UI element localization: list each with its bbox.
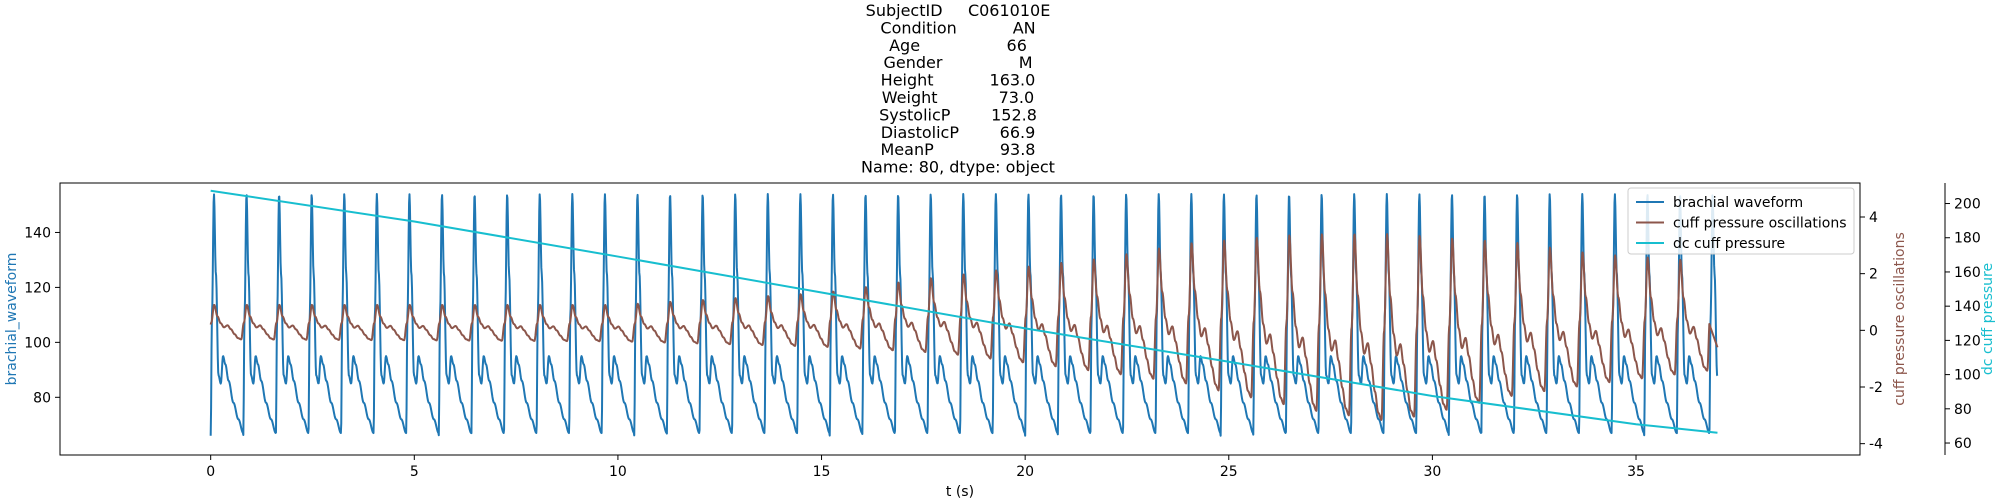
legend-entry: brachial waveform xyxy=(1673,195,1803,211)
right-tick-label: -2 xyxy=(1869,380,1883,396)
legend: brachial waveform cuff pressure oscillati… xyxy=(1627,187,1855,255)
plot-frame xyxy=(59,182,1861,456)
dc-cuff-tick-label: 80 xyxy=(1954,402,1972,418)
dc-cuff-tick-label: 200 xyxy=(1954,197,1981,213)
left-axis-label: brachial_waveform xyxy=(4,253,20,386)
dc-cuff-tick-label: 60 xyxy=(1954,436,1972,452)
x-axis-ticks: 0 5 10 15 20 25 30 35 xyxy=(206,455,1645,480)
series-line-dc-cuff-pressure xyxy=(210,189,1718,434)
title-line: Weight 73.0 xyxy=(882,88,1034,107)
title-line: SystolicP 152.8 xyxy=(879,105,1037,124)
dc-cuff-axis-label: dc cuff pressure xyxy=(1980,263,1996,375)
title-line: DiastolicP 66.9 xyxy=(881,123,1036,142)
left-tick-label: 140 xyxy=(24,225,51,241)
title-line: Height 163.0 xyxy=(881,71,1036,90)
left-tick-label: 80 xyxy=(33,390,51,406)
left-axis-ticks: 80 100 120 140 xyxy=(24,225,60,406)
dc-cuff-tick-label: 140 xyxy=(1954,299,1981,315)
right-axis-ticks: -4 -2 0 2 4 xyxy=(1860,210,1883,453)
x-tick-label: 25 xyxy=(1220,464,1238,480)
title-line: Gender M xyxy=(883,53,1032,72)
series-line-cuff-pressure-oscillations xyxy=(209,233,1719,421)
left-tick-label: 120 xyxy=(24,280,51,296)
left-tick-label: 100 xyxy=(24,335,51,351)
right-tick-label: -4 xyxy=(1869,437,1883,453)
dc-cuff-tick-label: 180 xyxy=(1954,231,1981,247)
right-tick-label: 2 xyxy=(1869,267,1878,283)
x-tick-label: 5 xyxy=(410,464,419,480)
right-tick-label: 0 xyxy=(1869,323,1878,339)
title-line: Age 66 xyxy=(889,36,1027,55)
title-line: SubjectID C061010E xyxy=(866,1,1051,20)
x-axis-label: t (s) xyxy=(946,484,974,500)
right-axis-label: cuff pressure oscillations xyxy=(1892,232,1908,406)
right-tick-label: 4 xyxy=(1869,210,1878,226)
series-line-brachial-waveform xyxy=(209,192,1719,437)
dc-cuff-tick-label: 160 xyxy=(1954,265,1981,281)
title-line: MeanP 93.8 xyxy=(881,140,1036,159)
title-line: Name: 80, dtype: object xyxy=(861,158,1055,177)
x-tick-label: 30 xyxy=(1423,464,1441,480)
x-tick-label: 0 xyxy=(206,464,215,480)
x-tick-label: 10 xyxy=(609,464,627,480)
x-tick-label: 35 xyxy=(1627,464,1645,480)
x-tick-label: 20 xyxy=(1016,464,1034,480)
dc-cuff-tick-label: 120 xyxy=(1954,333,1981,349)
dc-cuff-tick-label: 100 xyxy=(1954,368,1981,384)
x-tick-label: 15 xyxy=(813,464,831,480)
legend-box xyxy=(1627,187,1855,255)
series-layer xyxy=(209,189,1719,437)
dc-cuff-axis: 60 80 100 120 140 160 180 200 xyxy=(1944,183,1981,455)
legend-entry: dc cuff pressure xyxy=(1673,236,1785,252)
title-line: Condition AN xyxy=(880,18,1035,37)
legend-entry: cuff pressure oscillations xyxy=(1673,216,1847,232)
